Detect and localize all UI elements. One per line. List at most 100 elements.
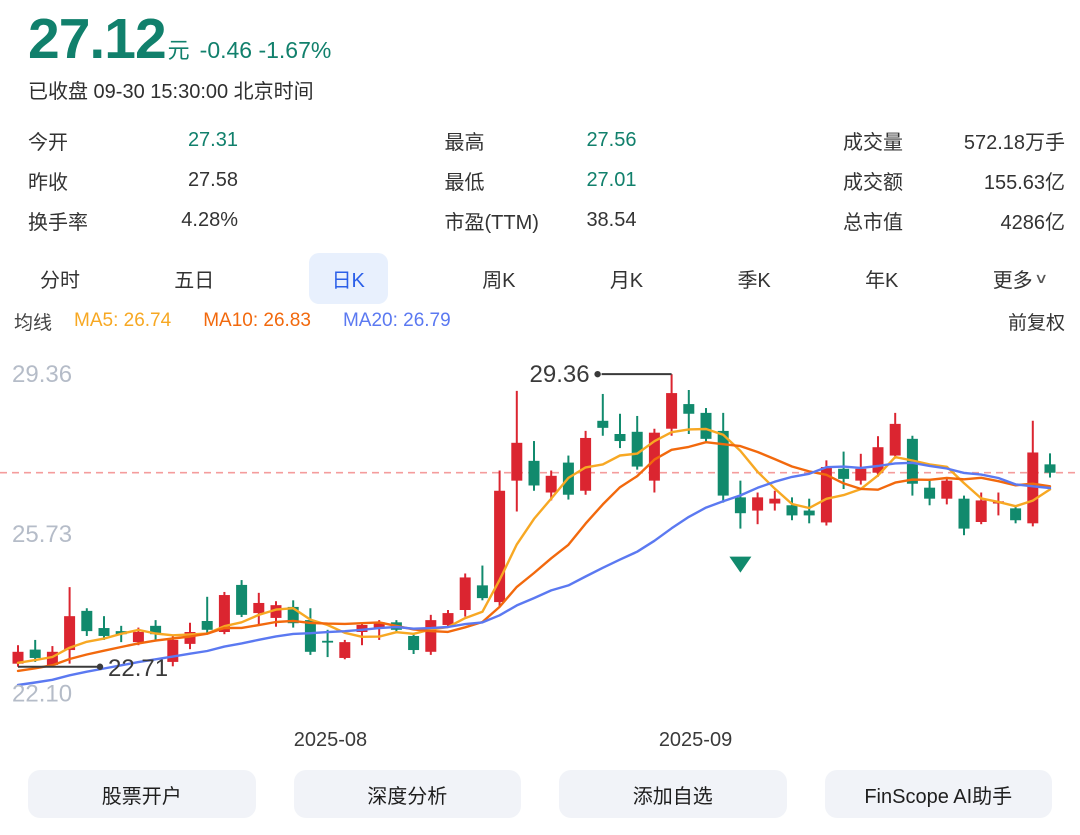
stat-label: 市盈(TTM)	[444, 211, 539, 234]
candle-body	[941, 480, 953, 499]
candle-body	[339, 642, 351, 659]
candle-body	[132, 632, 144, 643]
stat-row: 换手率 4.28%	[28, 200, 238, 240]
stat-row: 总市值 4286亿	[843, 200, 1065, 240]
stat-value: 27.31	[187, 128, 238, 151]
stat-value: 27.01	[586, 168, 637, 191]
price-row: 27.12 元 -0.46 -1.67%	[28, 10, 1052, 68]
candle-body	[889, 424, 901, 456]
stat-row: 最低 27.01	[445, 160, 637, 200]
candle-body	[597, 420, 609, 428]
stat-label: 今开	[28, 131, 68, 154]
candle-body	[752, 497, 764, 511]
candle-body	[322, 640, 334, 643]
candle-body	[150, 625, 162, 635]
candle-body	[1010, 508, 1022, 521]
tab-label: 年K	[865, 269, 899, 292]
candle-body	[236, 585, 248, 615]
candle-body	[528, 460, 540, 486]
candle-body	[545, 475, 557, 493]
candle-body	[64, 616, 76, 651]
stat-value: 572.18万手	[963, 131, 1065, 154]
adjust-mode-selector[interactable]: 前复权	[1007, 312, 1065, 334]
candle-body	[1027, 452, 1039, 524]
stat-row: 成交额 155.63亿	[843, 160, 1065, 200]
candle-body	[29, 649, 41, 659]
min-price-annotation: 22.71	[108, 655, 168, 682]
action-button-添加自选[interactable]: 添加自选	[559, 770, 787, 819]
action-bar: 股票开户 深度分析 添加自选 FinScope AI助手	[0, 770, 1080, 819]
market-status: 已收盘 09-30 15:30:00 北京时间	[28, 81, 314, 104]
tab-周K[interactable]: 周K	[482, 253, 515, 304]
tab-label: 日K	[331, 269, 365, 292]
candle-body	[838, 468, 850, 480]
stat-row: 成交量 572.18万手	[843, 120, 1065, 160]
candle-body	[511, 442, 523, 481]
ma20-line	[16, 461, 1052, 687]
stat-label: 总市值	[843, 211, 903, 234]
candle-body	[442, 613, 454, 626]
ma5-legend: MA5: 26.74	[74, 310, 172, 332]
candle-body	[373, 622, 385, 628]
tab-五日[interactable]: 五日	[174, 253, 214, 304]
candle-body	[872, 447, 884, 473]
tab-更多[interactable]: 更多 ∨	[992, 253, 1048, 304]
candle-body	[494, 490, 506, 603]
candle-body	[46, 651, 58, 666]
candlestick-chart[interactable]: 29.36 25.73 22.10 2025-08 2025-09 29.36 22.71	[0, 338, 1080, 762]
action-button-深度分析[interactable]: 深度分析	[293, 770, 521, 819]
candle-body	[975, 500, 987, 523]
y-axis-label: 22.10	[12, 681, 72, 708]
candle-body	[666, 393, 678, 429]
tab-分时[interactable]: 分时	[40, 253, 80, 304]
stat-value: 4.28%	[181, 208, 238, 231]
stats-column: 最高 27.56 最低 27.01 市盈(TTM) 38.54	[445, 120, 637, 240]
max-annotation-dot	[594, 371, 601, 378]
candle-body	[408, 636, 420, 651]
y-axis-label: 29.36	[12, 361, 72, 388]
action-button-股票开户[interactable]: 股票开户	[28, 770, 256, 819]
stat-value: 27.58	[187, 168, 238, 191]
candle-body	[820, 467, 832, 523]
candle-body	[803, 510, 815, 516]
tab-label: 五日	[174, 269, 215, 292]
chevron-down-icon: ∨	[1033, 269, 1048, 286]
stat-value: 27.56	[586, 128, 637, 151]
x-axis-label: 2025-09	[659, 729, 732, 751]
tab-label: 分时	[40, 269, 80, 292]
candle-body	[287, 607, 299, 624]
candle-body	[356, 625, 368, 633]
candle-body	[614, 434, 626, 442]
candle-body	[855, 468, 867, 481]
candle-body	[218, 595, 230, 633]
tab-label: 更多	[992, 269, 1033, 292]
candle-body	[12, 651, 24, 664]
candle-body	[98, 628, 110, 637]
candle-body	[476, 585, 488, 599]
ma20-legend: MA20: 26.79	[342, 310, 451, 332]
stats-grid: 今开 27.31 昨收 27.58 换手率 4.28% 最高 27.56 最低 27.01 市盈(T…	[0, 120, 1080, 240]
candle-body	[648, 432, 660, 481]
tab-日K[interactable]: 日K	[308, 252, 388, 304]
stat-label: 成交量	[843, 131, 903, 154]
ma-legend-bar: 均线 MA5: 26.74 MA10: 26.83 MA20: 26.79 前复…	[0, 304, 1080, 338]
candle-body	[1044, 464, 1056, 473]
tab-季K[interactable]: 季K	[737, 253, 770, 304]
candle-body	[786, 505, 798, 516]
candle-body	[700, 413, 712, 439]
candle-body	[924, 487, 936, 499]
candle-body	[717, 431, 729, 496]
price-header: 27.12 元 -0.46 -1.67% 已收盘 09-30 15:30:00 …	[0, 0, 1080, 104]
stat-label: 昨收	[28, 171, 68, 194]
tab-年K[interactable]: 年K	[865, 253, 898, 304]
ma10-line	[16, 441, 1052, 673]
stat-value: 4286亿	[1000, 211, 1066, 234]
candle-body	[734, 497, 746, 514]
tab-label: 月K	[609, 269, 644, 292]
period-tabs: 分时 五日 日K 周K 月K 季K 年K 更多 ∨	[0, 252, 1080, 304]
stat-row: 今开 27.31	[28, 120, 238, 160]
x-axis-label: 2025-08	[294, 729, 367, 751]
action-button-FinScope AI助手[interactable]: FinScope AI助手	[824, 770, 1052, 819]
tab-月K[interactable]: 月K	[610, 253, 643, 304]
candle-body	[81, 611, 93, 632]
